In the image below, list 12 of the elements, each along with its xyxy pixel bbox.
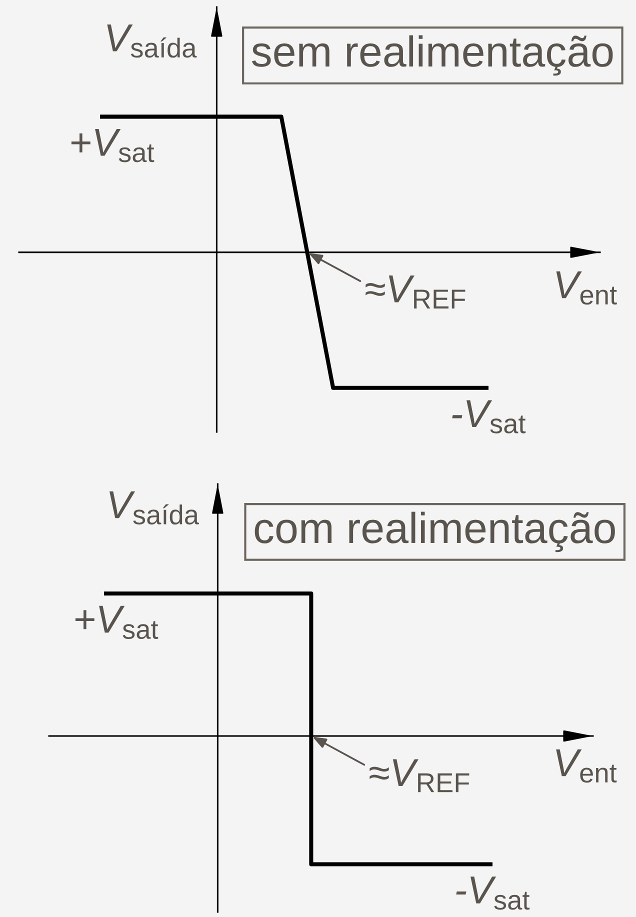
annotation: ≈V$_{REF}$ <box>366 276 466 308</box>
annotation: +V$_{sat}$ <box>71 129 154 162</box>
x-axis-title: V$_{ent}$ <box>556 271 617 305</box>
chart-title: sem realimentação <box>252 35 613 76</box>
annotation: +V$_{sat}$ <box>75 606 158 640</box>
annotation: ≈V$_{REF}$ <box>370 759 470 792</box>
y-axis-title: V$_{saída}$ <box>107 24 197 58</box>
x-axis-title: V$_{ent}$ <box>556 749 617 783</box>
chart-title: com realimentação <box>254 512 615 552</box>
annotation: -V$_{sat}$ <box>456 876 530 910</box>
y-axis-title: V$_{saída}$ <box>109 491 200 525</box>
annotation: -V$_{sat}$ <box>452 400 526 434</box>
